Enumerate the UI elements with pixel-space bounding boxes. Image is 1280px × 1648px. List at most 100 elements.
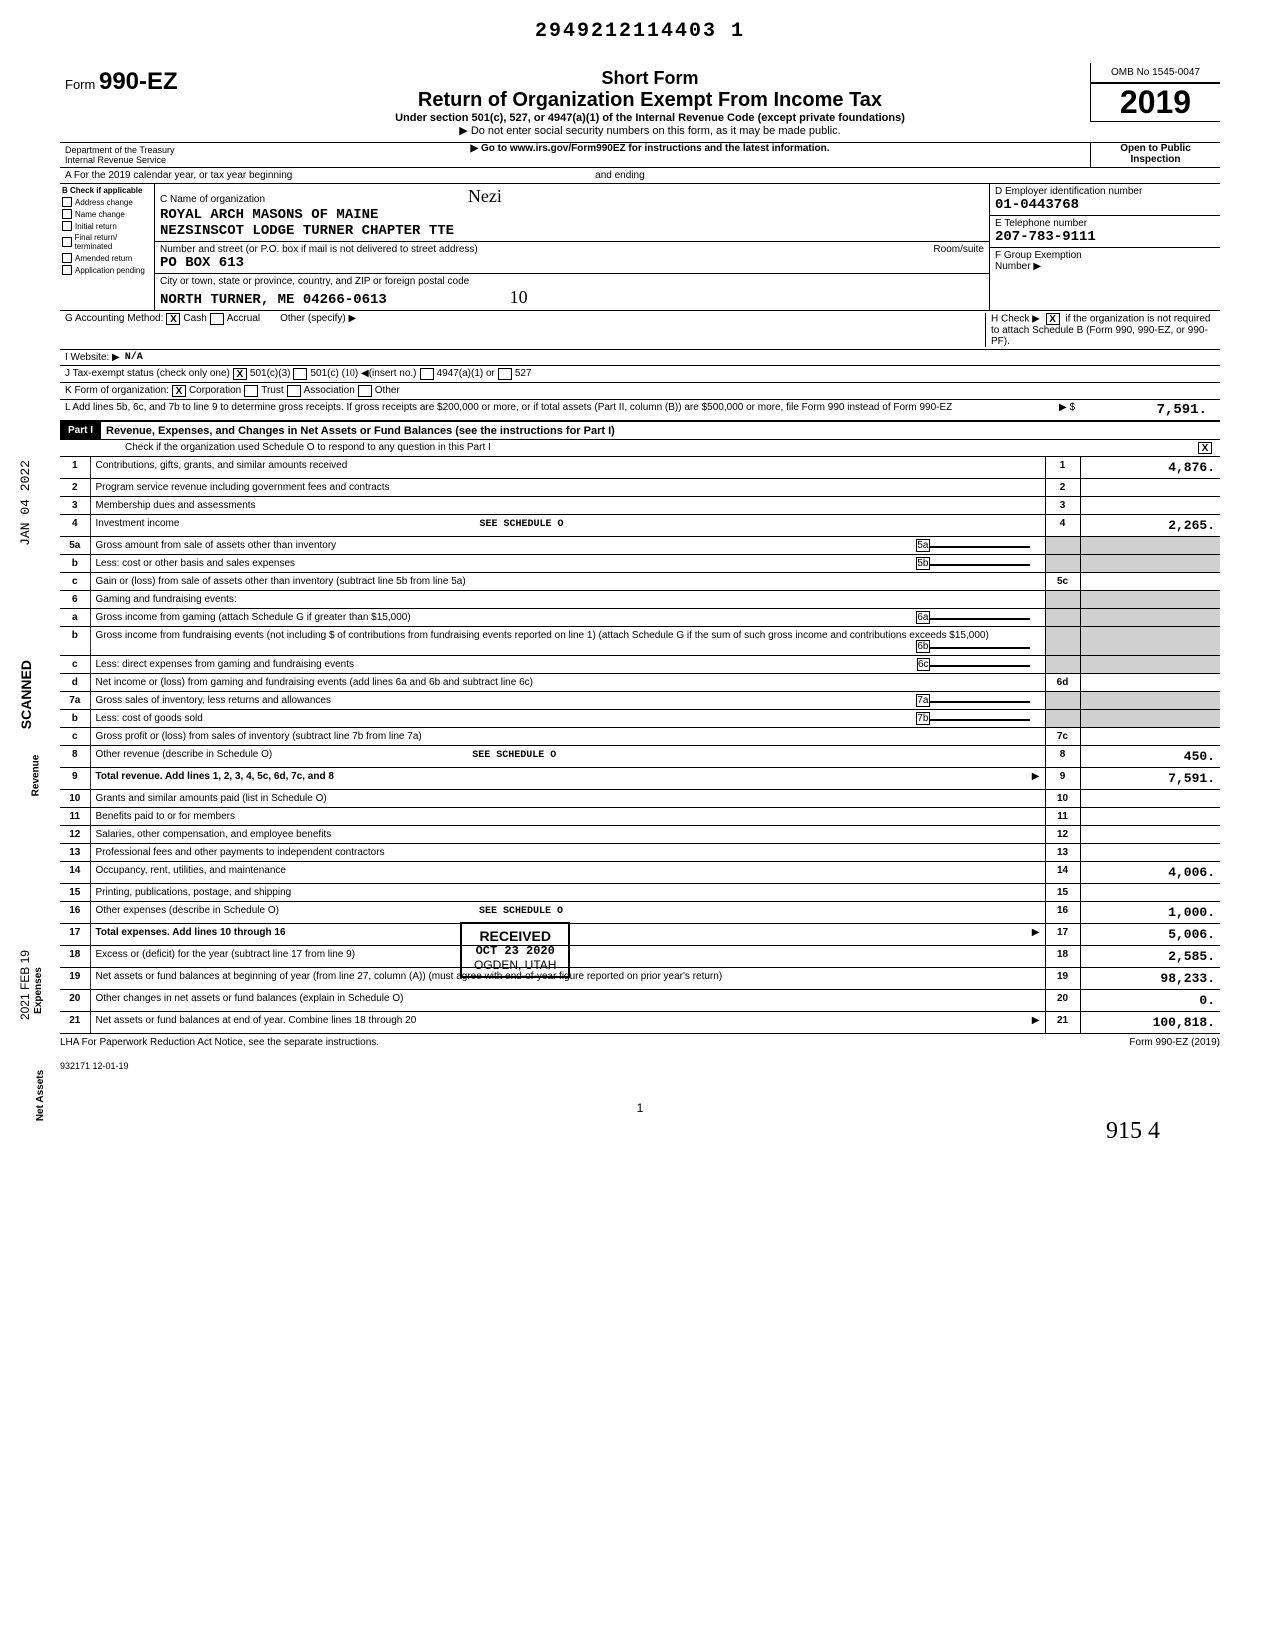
section-l-row: L Add lines 5b, 6c, and 7b to line 9 to … (60, 400, 1220, 421)
line-8-val: 450. (1080, 746, 1220, 768)
line-14-desc: Occupancy, rent, utilities, and maintena… (90, 862, 1045, 884)
501c-checkbox[interactable] (293, 368, 307, 380)
return-title: Return of Organization Exempt From Incom… (215, 89, 1085, 112)
line-6c-box (1045, 656, 1080, 674)
omb-cell: OMB No 1545-0047 2019 (1090, 63, 1220, 122)
insert-no: ) ◀(insert no.) (355, 368, 417, 380)
tax-status-row: J Tax-exempt status (check only one) X 5… (60, 366, 1220, 383)
line-16-num: 16 (60, 902, 90, 924)
section-b-header: B Check if applicable (62, 186, 152, 195)
subtitle: Under section 501(c), 527, or 4947(a)(1)… (215, 112, 1085, 124)
line-5c-val (1080, 573, 1220, 591)
trust-checkbox[interactable] (244, 385, 258, 397)
check-amended[interactable]: Amended return (62, 253, 152, 263)
line-18-val: 2,585. (1080, 946, 1220, 968)
part1-header-row: Part I Revenue, Expenses, and Changes in… (60, 421, 1220, 440)
feb-date-stamp: 2021 FEB 19 (18, 950, 32, 1020)
line-5b-box (1045, 555, 1080, 573)
501c-label: 501(c) ( (310, 368, 344, 380)
line-12-box: 12 (1045, 826, 1080, 844)
line-4-num: 4 (60, 515, 90, 537)
signature: 915 4 (1106, 1118, 1160, 1145)
received-dept: OGDEN, UTAH (474, 958, 556, 972)
line-13-val (1080, 844, 1220, 862)
line-13-box: 13 (1045, 844, 1080, 862)
4947-checkbox[interactable] (420, 368, 434, 380)
line-5a-desc: Gross amount from sale of assets other t… (90, 537, 1045, 555)
goto-cell: ▶ Go to www.irs.gov/Form990EZ for instru… (210, 143, 1090, 167)
other-org-checkbox[interactable] (358, 385, 372, 397)
line-6d-val (1080, 674, 1220, 692)
check-address-change[interactable]: Address change (62, 197, 152, 207)
right-info-col: D Employer identification number 01-0443… (990, 184, 1220, 310)
line-6c-num: c (60, 656, 90, 674)
line-7a-desc: Gross sales of inventory, less returns a… (90, 692, 1045, 710)
part1-check-row: Check if the organization used Schedule … (60, 440, 1220, 457)
h-checkbox[interactable]: X (1046, 313, 1060, 325)
city-label: City or town, state or province, country… (160, 276, 469, 287)
row-a-label: A For the 2019 calendar year, or tax yea… (65, 170, 292, 181)
accrual-label: Accrual (227, 313, 260, 347)
check-initial-return[interactable]: Initial return (62, 221, 152, 231)
k-label: K Form of organization: (65, 385, 169, 397)
line-4-desc: Investment incomeSEE SCHEDULE O (90, 515, 1045, 537)
line-7a-box (1045, 692, 1080, 710)
line-20-box: 20 (1045, 990, 1080, 1012)
line-5c-desc: Gain or (loss) from sale of assets other… (90, 573, 1045, 591)
line-7b-num: b (60, 710, 90, 728)
group-number-label: Number ▶ (995, 261, 1041, 272)
check-name-change[interactable]: Name change (62, 209, 152, 219)
assoc-checkbox[interactable] (287, 385, 301, 397)
phone-row: E Telephone number 207-783-9111 (990, 216, 1220, 248)
accounting-row: G Accounting Method: X Cash Accrual Othe… (60, 311, 1220, 350)
line-16-desc: Other expenses (describe in Schedule O)S… (90, 902, 1045, 924)
line-5a-box (1045, 537, 1080, 555)
line-9-val: 7,591. (1080, 768, 1220, 790)
527-checkbox[interactable] (498, 368, 512, 380)
line-12-val (1080, 826, 1220, 844)
line-7b-desc: Less: cost of goods sold7b (90, 710, 1045, 728)
form-label: Form (65, 77, 95, 92)
line-15-desc: Printing, publications, postage, and shi… (90, 884, 1045, 902)
check-final-return[interactable]: Final return/ terminated (62, 233, 152, 251)
line-6c-desc: Less: direct expenses from gaming and fu… (90, 656, 1045, 674)
line-14-num: 14 (60, 862, 90, 884)
dept-row: Department of the Treasury Internal Reve… (60, 143, 1220, 168)
line-3-box: 3 (1045, 497, 1080, 515)
scanned-stamp: SCANNED (18, 660, 34, 729)
line-6-desc: Gaming and fundraising events: (90, 591, 1045, 609)
page-container: JAN 04 2022 SCANNED 2021 FEB 19 29492121… (60, 20, 1220, 1115)
part1-checkbox[interactable]: X (1198, 442, 1212, 454)
527-label: 527 (515, 368, 532, 380)
received-stamp: RECEIVED OCT 23 2020 OGDEN, UTAH (460, 922, 570, 978)
501c3-checkbox[interactable]: X (233, 368, 247, 380)
line-5b-num: b (60, 555, 90, 573)
city-row: City or town, state or province, country… (155, 274, 989, 310)
line-5c-num: c (60, 573, 90, 591)
line-19-val: 98,233. (1080, 968, 1220, 990)
form-table: 1Contributions, gifts, grants, and simil… (60, 457, 1220, 1034)
l-value: 7,591. (1075, 402, 1215, 418)
line-6b-val (1080, 627, 1220, 656)
line-18-num: 18 (60, 946, 90, 968)
line-17-num: 17 (60, 924, 90, 946)
phone-label: E Telephone number (995, 218, 1087, 229)
corp-checkbox[interactable]: X (172, 385, 186, 397)
line-11-num: 11 (60, 808, 90, 826)
form-number: 990-EZ (99, 68, 178, 95)
line-19-box: 19 (1045, 968, 1080, 990)
line-7a-val (1080, 692, 1220, 710)
line-7b-box (1045, 710, 1080, 728)
accrual-checkbox[interactable] (210, 313, 224, 325)
line-1-desc: Contributions, gifts, grants, and simila… (90, 457, 1045, 479)
cash-checkbox[interactable]: X (166, 313, 180, 325)
footer-code: 932171 12-01-19 (60, 1061, 1220, 1071)
line-16-note: SEE SCHEDULE O (479, 906, 563, 917)
check-pending[interactable]: Application pending (62, 265, 152, 275)
line-10-num: 10 (60, 790, 90, 808)
line-16-val: 1,000. (1080, 902, 1220, 924)
line-6d-desc: Net income or (loss) from gaming and fun… (90, 674, 1045, 692)
no-ssn-note: ▶ Do not enter social security numbers o… (215, 124, 1085, 137)
line-4-box: 4 (1045, 515, 1080, 537)
line-12-num: 12 (60, 826, 90, 844)
